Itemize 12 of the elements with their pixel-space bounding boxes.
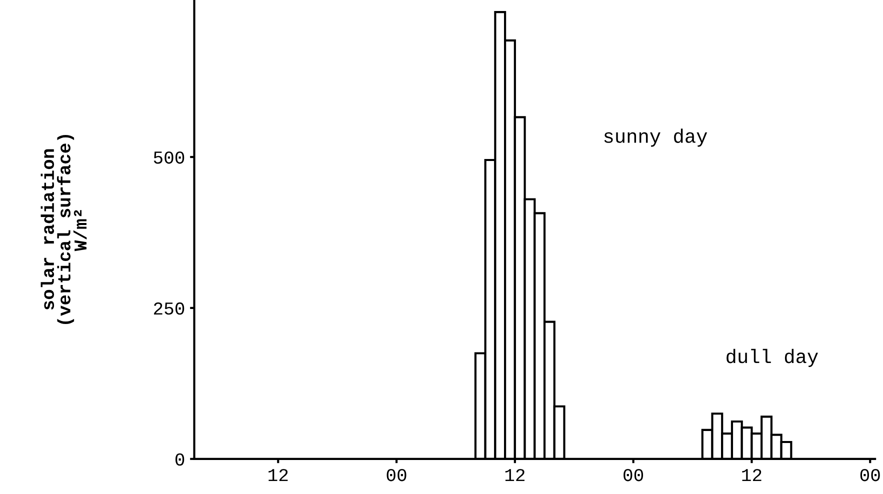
y-tick-label: 0	[175, 453, 184, 466]
annotation: dull day	[726, 348, 818, 368]
y-axis-title: solar radiation (vertical surface) W/m²	[40, 134, 87, 324]
annotation: sunny day	[604, 128, 708, 147]
y-tick-label: 250	[154, 302, 184, 315]
x-tick-label: 00	[624, 468, 644, 482]
x-tick-label: 00	[386, 468, 406, 482]
x-tick-label: 12	[268, 468, 288, 482]
y-tick-label: 500	[154, 151, 184, 164]
x-tick-label: 12	[505, 468, 524, 482]
x-tick-label: 12	[742, 468, 762, 482]
x-tick-label: 00	[860, 468, 880, 482]
